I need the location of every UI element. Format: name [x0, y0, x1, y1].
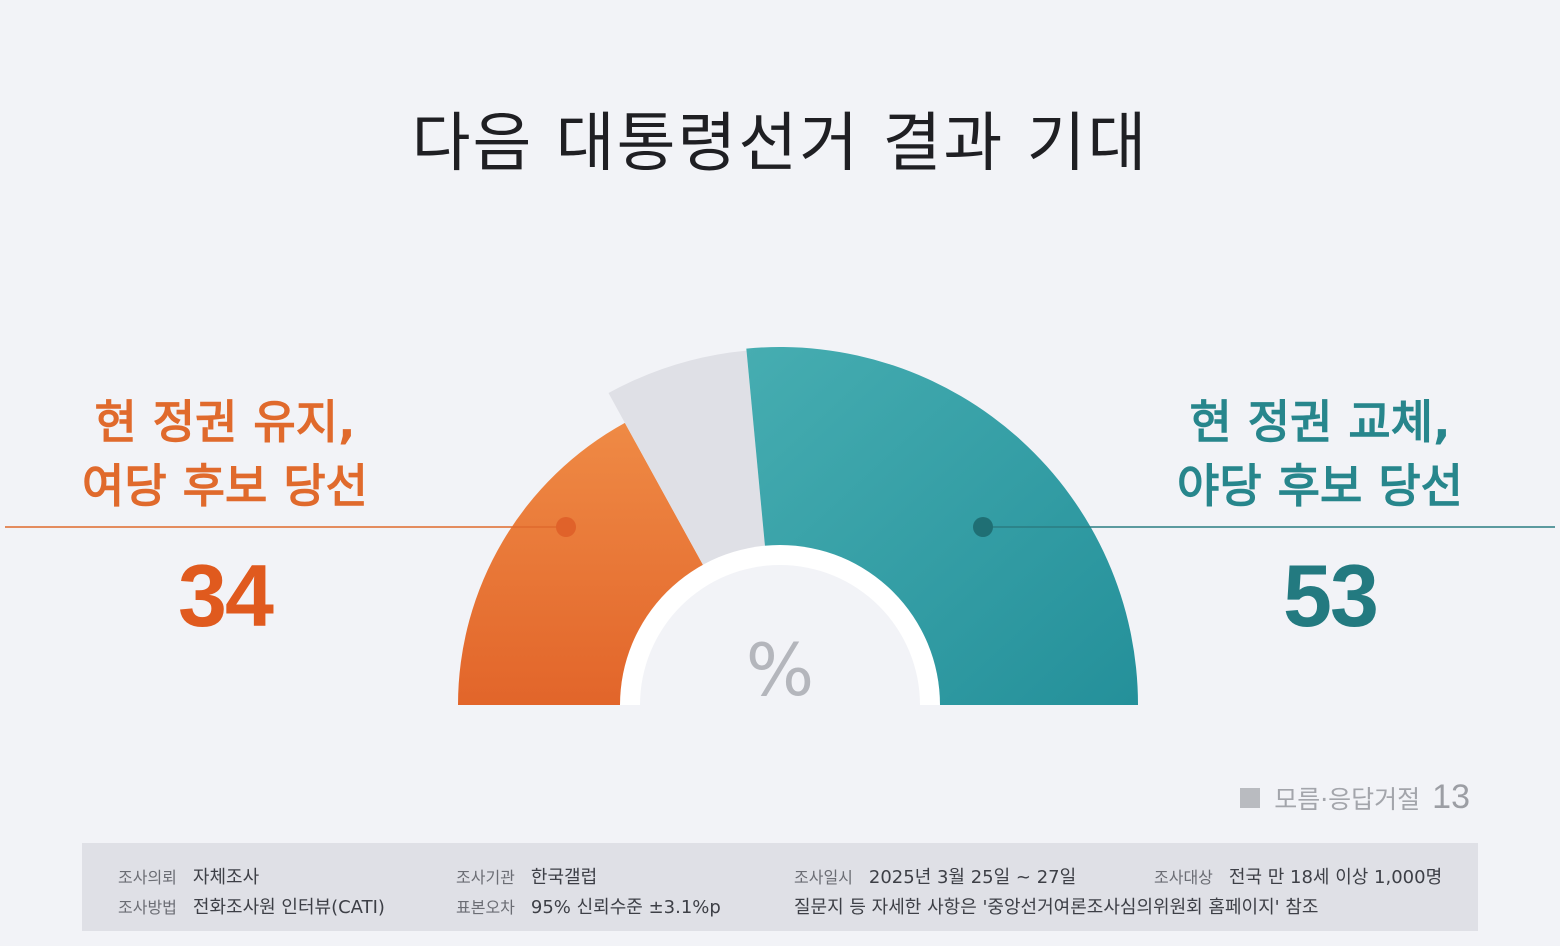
left-value: 34	[178, 546, 274, 645]
info-value: 전화조사원 인터뷰(CATI)	[192, 897, 385, 918]
info-key: 조사일시	[794, 868, 853, 887]
left-label-line2: 여당 후보 당선	[82, 459, 368, 513]
info-target: 조사대상 전국 만 18세 이상 1,000명	[1154, 863, 1442, 889]
left-series-label: 현 정권 유지, 여당 후보 당선	[40, 390, 410, 518]
info-value: 전국 만 18세 이상 1,000명	[1228, 867, 1443, 888]
info-value: 질문지 등 자세한 사항은 '중앙선거여론조사심의위원회 홈페이지' 참조	[794, 897, 1319, 918]
info-value: 자체조사	[192, 867, 260, 888]
info-key: 조사의뢰	[118, 868, 177, 887]
dont-know-label: 모름·응답거절	[1274, 784, 1421, 814]
info-key: 조사기관	[456, 868, 515, 887]
right-label-line1: 현 정권 교체,	[1189, 395, 1451, 449]
info-key: 조사방법	[118, 898, 177, 917]
info-requester: 조사의뢰 자체조사	[118, 863, 259, 889]
info-method: 조사방법 전화조사원 인터뷰(CATI)	[118, 893, 385, 919]
info-value: 95% 신뢰수준 ±3.1%p	[530, 897, 721, 918]
gauge-segment-opposition	[746, 346, 1138, 705]
left-label-line1: 현 정권 유지,	[94, 395, 356, 449]
info-agency: 조사기관 한국갤럽	[456, 863, 597, 889]
info-key: 표본오차	[456, 898, 515, 917]
info-value: 한국갤럽	[530, 867, 598, 888]
right-series-label: 현 정권 교체, 야당 후보 당선	[1135, 390, 1505, 518]
right-leader-dot	[973, 517, 993, 537]
info-note: 질문지 등 자세한 사항은 '중앙선거여론조사심의위원회 홈페이지' 참조	[794, 893, 1318, 919]
survey-info-box: 조사의뢰 자체조사 조사기관 한국갤럽 조사일시 2025년 3월 25일 ~ 27일…	[82, 843, 1478, 931]
dont-know-swatch	[1240, 787, 1261, 808]
right-label-line2: 야당 후보 당선	[1177, 459, 1463, 513]
left-leader-dot	[556, 517, 576, 537]
right-value: 53	[1283, 546, 1379, 645]
unit-label: %	[745, 628, 815, 712]
dont-know-value: 13	[1432, 778, 1470, 816]
info-value: 2025년 3월 25일 ~ 27일	[868, 867, 1077, 888]
info-error: 표본오차 95% 신뢰수준 ±3.1%p	[456, 893, 721, 919]
dont-know-legend: 모름·응답거절 13	[1240, 778, 1470, 817]
info-date: 조사일시 2025년 3월 25일 ~ 27일	[794, 863, 1076, 889]
chart-title: 다음 대통령선거 결과 기대	[411, 107, 1149, 181]
gauge-segment-dontknow	[608, 350, 766, 574]
info-key: 조사대상	[1154, 868, 1213, 887]
